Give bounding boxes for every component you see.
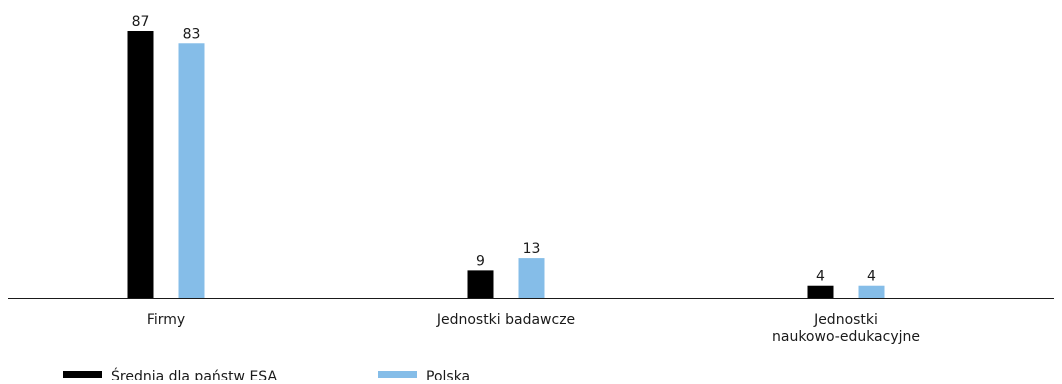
- bar-poland-0: [178, 43, 205, 298]
- legend-label: Średnia dla państw ESA: [111, 367, 277, 380]
- legend-swatch-poland: [378, 371, 417, 378]
- x-tick-label: Jednostki badawcze: [436, 312, 575, 328]
- bar-esa-average-0: [127, 31, 154, 298]
- legend-swatch-esa-average: [63, 371, 102, 378]
- data-label: 4: [816, 269, 825, 285]
- x-tick-label: Firmy: [147, 312, 185, 328]
- bar-poland-2: [858, 285, 885, 298]
- data-label: 83: [183, 26, 201, 42]
- legend-label: Polska: [426, 369, 470, 380]
- data-label: 9: [476, 253, 485, 269]
- data-label: 87: [132, 14, 150, 30]
- bar-esa-average-2: [807, 285, 834, 298]
- bar-esa-average-1: [467, 270, 494, 298]
- data-label: 4: [867, 269, 876, 285]
- data-label: 13: [523, 241, 541, 257]
- bar-poland-1: [518, 258, 545, 298]
- x-tick-label: Jednostki naukowo-edukacyjne: [772, 312, 920, 345]
